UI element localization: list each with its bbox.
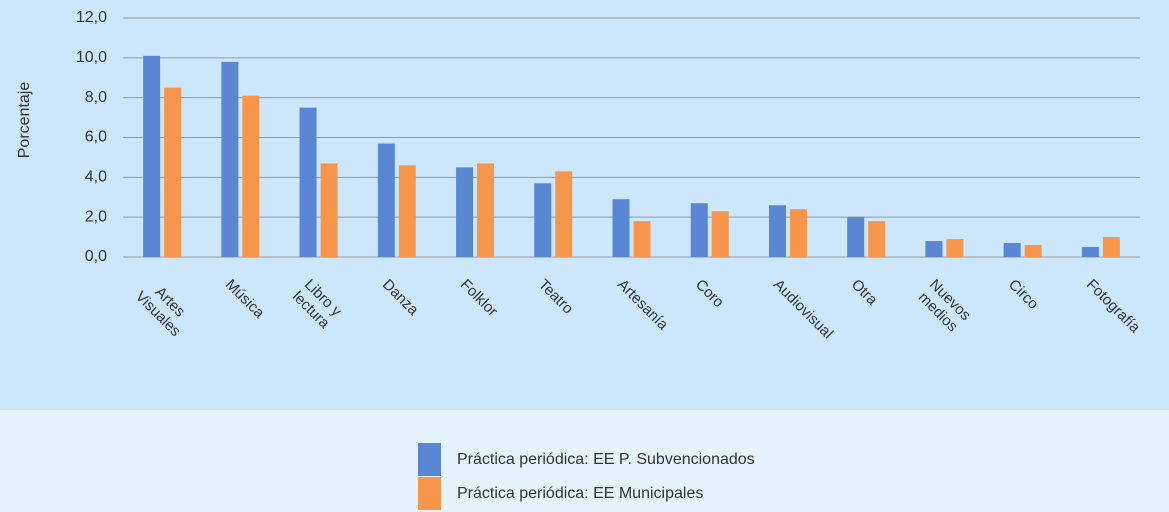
bar: [164, 87, 182, 257]
bar: [711, 211, 729, 257]
bar: [868, 221, 886, 257]
bar: [143, 55, 161, 257]
y-tick-label: 8,0: [85, 89, 107, 106]
y-tick-label: 4,0: [85, 169, 107, 186]
bar: [690, 203, 708, 257]
bar: [377, 143, 395, 257]
bar: [242, 95, 260, 257]
bar: [789, 209, 807, 257]
bar: [477, 163, 495, 257]
bar: [633, 221, 651, 257]
bar: [456, 167, 474, 257]
bar: [1102, 237, 1120, 257]
y-axis-label: Porcentaje: [16, 82, 33, 159]
bar: [555, 171, 573, 257]
bar: [847, 217, 865, 257]
legend-label: Práctica periódica: EE Municipales: [457, 485, 704, 502]
bar: [768, 205, 786, 257]
bar: [320, 163, 338, 257]
bar: [1024, 245, 1042, 257]
legend-swatch: [418, 443, 441, 476]
bar: [534, 183, 552, 257]
y-tick-label: 0,0: [85, 248, 107, 265]
bar: [299, 107, 317, 257]
legend-label: Práctica periódica: EE P. Subvencionados: [457, 451, 755, 468]
bar: [612, 199, 630, 257]
bar: [946, 239, 964, 257]
bar: [398, 165, 416, 257]
bar: [1081, 247, 1099, 257]
y-tick-label: 6,0: [85, 129, 107, 146]
bar: [221, 61, 239, 257]
y-tick-label: 2,0: [85, 208, 107, 225]
y-tick-label: 12,0: [76, 9, 107, 26]
y-tick-label: 10,0: [76, 49, 107, 66]
bar: [1003, 243, 1021, 257]
plot-background: [0, 0, 1169, 410]
bar: [925, 241, 943, 257]
legend-swatch: [418, 477, 441, 510]
